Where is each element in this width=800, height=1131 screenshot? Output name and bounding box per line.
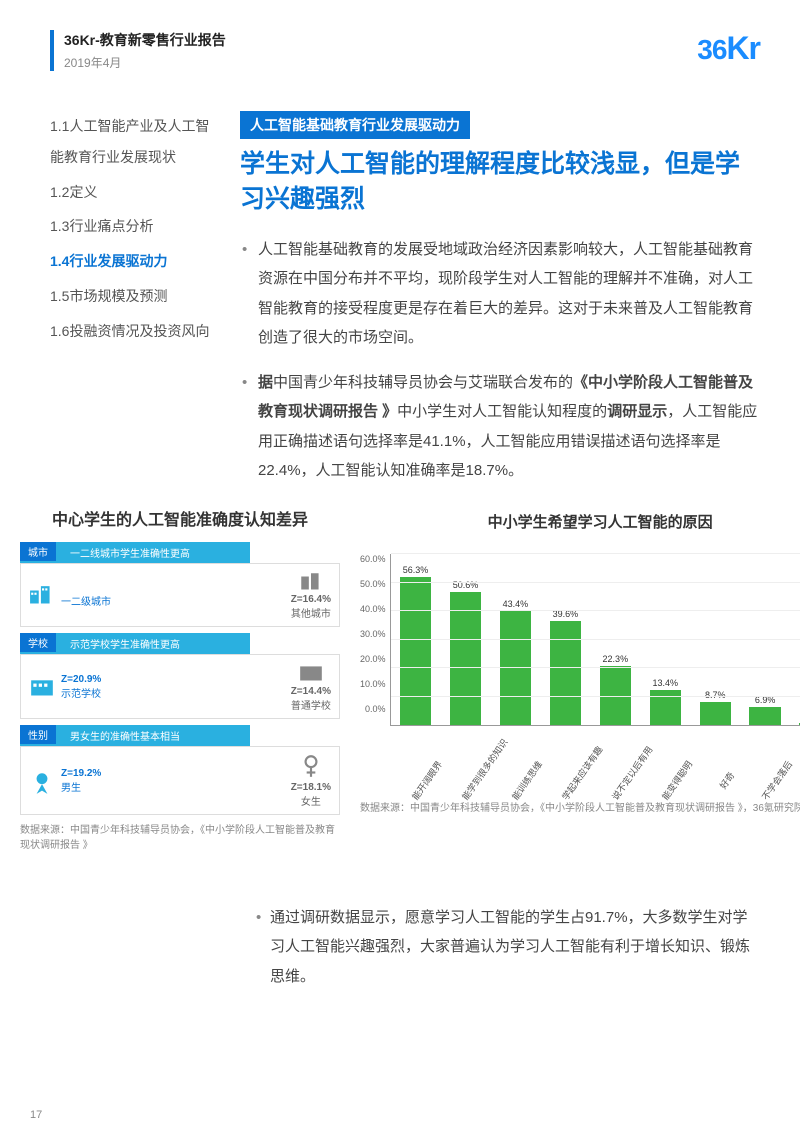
info-tag: 性别 bbox=[20, 725, 56, 744]
logo: 36Kr bbox=[697, 30, 760, 67]
x-label-6: 好奇 bbox=[708, 758, 744, 802]
bar-8: 0.9% bbox=[793, 711, 800, 725]
infographic-title: 中心学生的人工智能准确度认知差异 bbox=[20, 511, 340, 532]
x-label-4: 说不定以后有用 bbox=[608, 758, 644, 802]
headline: 学生对人工智能的理解程度比较浅显，但是学习兴趣强烈 bbox=[240, 147, 760, 217]
infographic-source: 数据来源：中国青少年科技辅导员协会，《中小学阶段人工智能普及教育现状调研报告 》 bbox=[20, 823, 340, 853]
sidebar-item-1[interactable]: 1.2定义 bbox=[50, 177, 220, 208]
paragraph-2: 据中国青少年科技辅导员协会与艾瑞联合发布的《中小学阶段人工智能普及教育现状调研报… bbox=[240, 368, 760, 485]
bar-2: 43.4% bbox=[493, 599, 538, 725]
info-right-icon bbox=[298, 661, 324, 683]
paragraph-1: 人工智能基础教育的发展受地域政治经济因素影响较大，人工智能基础教育资源在中国分布… bbox=[240, 235, 760, 352]
x-label-1: 能学到很多的知识 bbox=[458, 758, 494, 802]
paragraph-3: 通过调研数据显示，愿意学习人工智能的学生占91.7%，大多数学生对学习人工智能兴… bbox=[0, 903, 800, 991]
bar-0: 56.3% bbox=[393, 565, 438, 725]
x-label-7: 不学会落后 bbox=[758, 758, 794, 802]
info-right-icon bbox=[298, 570, 324, 592]
page-number: 17 bbox=[30, 1109, 42, 1121]
info-row-1: 学校示范学校学生准确性更高Z=20.9%示范学校Z=14.4%普通学校 bbox=[20, 633, 340, 719]
info-left-icon bbox=[29, 770, 55, 792]
bar-4: 22.3% bbox=[593, 654, 638, 725]
chart-plot: 56.3%50.6%43.4%39.6%22.3%13.4%8.7%6.9%0.… bbox=[390, 554, 800, 726]
chart-title: 中小学生希望学习人工智能的原因 bbox=[360, 511, 800, 532]
info-left-icon bbox=[29, 584, 55, 606]
info-tag: 城市 bbox=[20, 542, 56, 561]
info-left-icon bbox=[29, 676, 55, 698]
bar-5: 13.4% bbox=[643, 678, 688, 725]
chart-source: 数据来源：中国青少年科技辅导员协会，《中小学阶段人工智能普及教育现状调研报告 》… bbox=[360, 801, 800, 816]
info-right-icon bbox=[298, 753, 324, 775]
sidebar-item-2[interactable]: 1.3行业痛点分析 bbox=[50, 211, 220, 242]
sidebar-item-5[interactable]: 1.6投融资情况及投资风向 bbox=[50, 316, 220, 347]
sidebar-item-4[interactable]: 1.5市场规模及预测 bbox=[50, 281, 220, 312]
report-title: 36Kr-教育新零售行业报告 bbox=[64, 30, 226, 50]
x-label-0: 能开阔眼界 bbox=[408, 758, 444, 802]
chart-y-axis: 60.0%50.0%40.0%30.0%20.0%10.0%0.0% bbox=[360, 554, 390, 714]
sidebar-item-3[interactable]: 1.4行业发展驱动力 bbox=[50, 246, 220, 277]
report-date: 2019年4月 bbox=[64, 54, 226, 71]
section-tag: 人工智能基础教育行业发展驱动力 bbox=[240, 111, 470, 139]
bar-7: 6.9% bbox=[743, 695, 788, 725]
bar-1: 50.6% bbox=[443, 580, 488, 725]
info-row-2: 性别男女生的准确性基本相当Z=19.2%男生Z=18.1%女生 bbox=[20, 725, 340, 815]
x-label-5: 能变得聪明 bbox=[658, 758, 694, 802]
x-label-2: 能训练思维 bbox=[508, 758, 544, 802]
sidebar-item-0[interactable]: 1.1人工智能产业及人工智能教育行业发展现状 bbox=[50, 111, 220, 173]
x-label-3: 学起来应该有趣 bbox=[558, 758, 594, 802]
info-row-0: 城市一二线城市学生准确性更高一二级城市Z=16.4%其他城市 bbox=[20, 542, 340, 628]
sidebar-nav: 1.1人工智能产业及人工智能教育行业发展现状 1.2定义1.3行业痛点分析 1.4行… bbox=[50, 111, 220, 501]
info-tag: 学校 bbox=[20, 633, 56, 652]
